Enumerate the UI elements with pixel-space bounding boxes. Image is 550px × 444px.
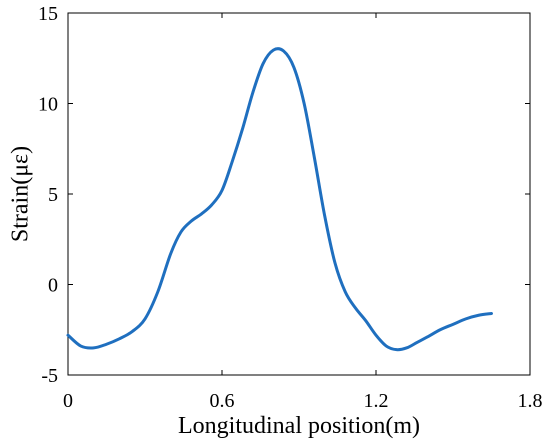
y-tick-label: 5 [48, 184, 58, 206]
x-tick-label: 1.8 [518, 390, 543, 412]
y-tick-label: 15 [38, 3, 58, 25]
y-axis-ticks: -5 0 5 10 15 [38, 3, 530, 387]
y-tick-label: 10 [38, 94, 58, 116]
series-layer [66, 47, 493, 352]
x-tick-label: 0.6 [210, 390, 235, 412]
y-tick-label: 0 [48, 275, 58, 297]
x-axis-title: Longitudinal position(m) [178, 413, 420, 439]
y-tick-label: -5 [41, 365, 58, 387]
x-axis-ticks: 0 0.6 1.2 1.8 [63, 13, 543, 412]
y-axis-title: Strain(με) [8, 146, 34, 242]
x-tick-label: 0 [63, 390, 73, 412]
strain-series-line [66, 47, 493, 352]
x-tick-label: 1.2 [364, 390, 389, 412]
